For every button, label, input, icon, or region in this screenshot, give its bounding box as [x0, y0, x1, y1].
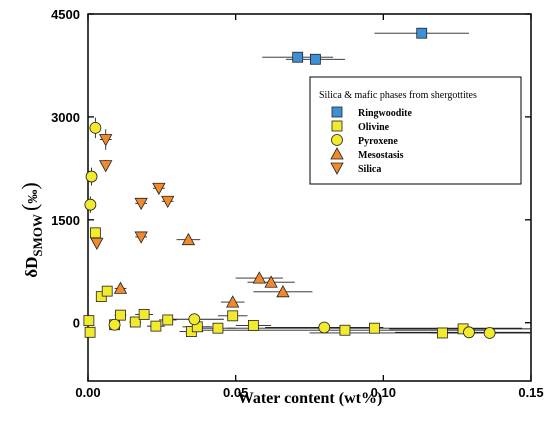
y-axis-title: δDSMOW (‰) — [17, 182, 45, 277]
x-tick-label: 0.10 — [371, 385, 396, 400]
legend-marker-mesostasis — [330, 147, 344, 160]
y-tick-label: 1500 — [51, 213, 80, 228]
pyroxene-point — [108, 318, 121, 331]
legend-marker-olivine — [331, 120, 343, 132]
olivine-point — [84, 326, 96, 338]
x-axis-title: Water content (wt%) — [238, 390, 383, 407]
mesostasis-point — [181, 232, 196, 246]
silica-point — [134, 231, 148, 244]
legend-marker-ringwoodite — [331, 106, 343, 118]
y-axis-title-subscript: SMOW — [30, 214, 45, 257]
legend-marker-pyroxene — [331, 134, 343, 146]
plot-frame — [87, 13, 532, 382]
y-axis-title-main: δD — [22, 257, 41, 278]
silica-point — [134, 197, 148, 211]
pyroxene-point — [89, 121, 102, 134]
olivine-point — [212, 322, 224, 334]
olivine-point — [150, 320, 162, 332]
pyroxene-point — [188, 313, 201, 326]
ringwoodite-point — [292, 51, 304, 63]
pyroxene-point — [483, 327, 496, 339]
legend-marker-silica — [330, 162, 344, 175]
legend-label-ringwoodite: Ringwoodite — [358, 108, 412, 119]
pyroxene-point — [463, 326, 475, 339]
mesostasis-point — [276, 284, 290, 298]
y-axis-title-unit: ‰ — [26, 190, 41, 204]
legend-label-silica: Silica — [358, 164, 381, 175]
silica-point — [161, 195, 175, 209]
silica-point — [99, 160, 113, 173]
olivine-point — [436, 327, 448, 339]
olivine-point — [83, 315, 95, 327]
pyroxene-point — [85, 170, 98, 183]
legend-label-mesostasis: Mesostasis — [358, 150, 404, 161]
y-axis-title-paren-open: ( — [17, 204, 42, 211]
olivine-point — [162, 314, 174, 326]
legend-box — [309, 76, 522, 185]
x-tick-label: 0.05 — [223, 385, 248, 400]
y-tick-label: 3000 — [51, 110, 80, 125]
olivine-point — [247, 320, 259, 331]
pyroxene-point — [318, 321, 331, 334]
legend-label-pyroxene: Pyroxene — [358, 136, 398, 147]
olivine-point — [95, 291, 107, 303]
mesostasis-point — [113, 281, 128, 294]
y-tick-label: 4500 — [51, 7, 80, 22]
svg-text:δDSMOW(‰): δDSMOW (‰) — [17, 182, 45, 277]
olivine-point — [339, 324, 351, 336]
x-tick-label: 0.15 — [518, 385, 543, 400]
x-tick-label: 0.00 — [75, 385, 100, 400]
mesostasis-point — [252, 271, 266, 284]
ringwoodite-point — [416, 27, 428, 39]
legend-label-olivine: Olivine — [358, 122, 390, 133]
olivine-point — [369, 322, 380, 334]
y-axis-title-paren-close: ) — [17, 182, 42, 189]
olivine-point — [138, 309, 150, 320]
y-tick-label: 0 — [73, 316, 80, 331]
olivine-point — [89, 227, 101, 239]
olivine-point — [115, 309, 126, 321]
mesostasis-point — [226, 295, 240, 308]
olivine-point — [227, 310, 239, 322]
pyroxene-point — [84, 198, 97, 211]
mesostasis-point — [264, 275, 278, 288]
legend-title: Silica & mafic phases from shergottites — [319, 90, 477, 101]
ringwoodite-point — [310, 53, 321, 65]
silica-point — [152, 182, 166, 196]
silica-point — [90, 237, 104, 250]
olivine-point — [129, 316, 141, 328]
olivine-point — [101, 285, 113, 297]
silica-point — [99, 134, 113, 147]
